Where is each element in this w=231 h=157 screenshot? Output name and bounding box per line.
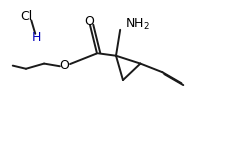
Text: O: O: [84, 15, 94, 28]
Text: O: O: [59, 60, 69, 72]
Text: NH$_2$: NH$_2$: [124, 17, 149, 32]
Text: Cl: Cl: [21, 10, 33, 23]
Text: H: H: [31, 31, 40, 44]
